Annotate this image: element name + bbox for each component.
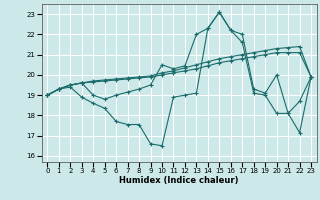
X-axis label: Humidex (Indice chaleur): Humidex (Indice chaleur)	[119, 176, 239, 185]
